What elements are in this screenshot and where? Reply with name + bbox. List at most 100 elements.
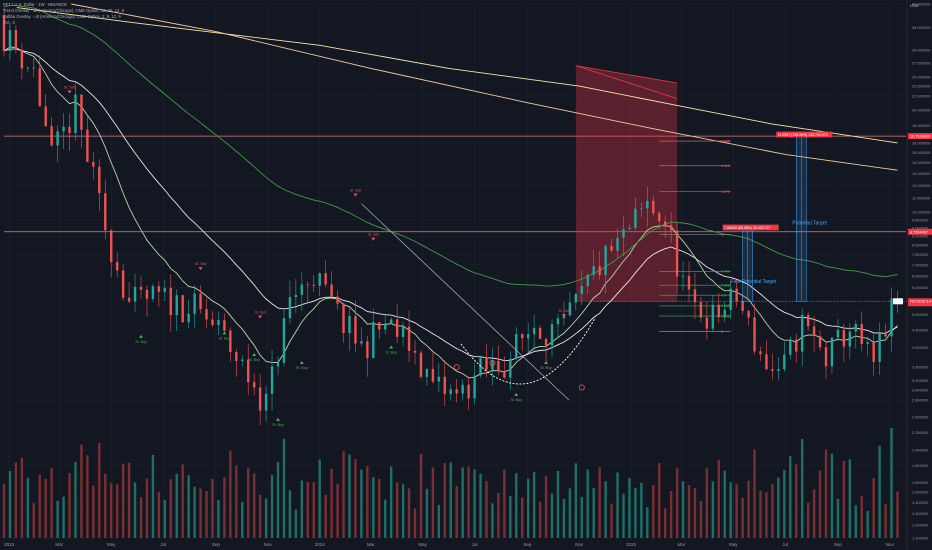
y-tick-label: 27.500000 [912,60,931,65]
x-tick-label: Sep [523,542,532,547]
volume-bar [258,494,262,538]
y-tick-label: 7.500000 [912,252,929,257]
volume-bar [461,467,464,538]
pivot-circle [453,364,460,371]
sell-signal-icon [67,90,72,94]
volume-bar [681,481,685,538]
candle-body [342,303,345,334]
candle-body [8,30,12,52]
candle-body [526,334,530,339]
volume-bar [521,497,524,538]
horizontal-level-tag [908,133,932,140]
x-tick-label: Nov [886,542,895,547]
candle-body [515,333,518,359]
candle-body [62,126,65,132]
y-tick-label: 9.500000 [912,217,929,222]
candle-body [2,15,6,52]
volume-bar [80,444,83,538]
x-tick-label: Jul [782,542,788,547]
candle-body [824,347,828,367]
volume-bar [640,482,643,538]
volume-bar [777,477,780,538]
candle-body [252,382,256,388]
volume-bar [419,453,423,538]
volume-bar [389,466,393,538]
volume-bar [532,471,536,538]
y-tick-label: 15.000000 [912,150,931,155]
volume-bar [509,495,512,538]
candle-body [163,287,167,292]
volume-bar [127,462,131,538]
candle-body [634,208,637,228]
candle-body [759,351,762,355]
indicator-legend-3: Vol · 0 [3,20,15,25]
candle-body [223,320,226,331]
descending-trendline [361,203,570,401]
volume-bar [741,497,744,538]
fib-level-label: 0.5 [721,294,726,298]
volume-bar [491,503,494,538]
candle-body [14,30,18,50]
candle-body [110,230,113,263]
volume-bar [556,470,560,538]
y-tick-label: 1.300000 [912,511,929,516]
x-tick-label: Mar [55,542,63,547]
buy-signal-label: St. Buy [248,358,260,362]
potential-target-annotation: Potential Target [792,221,827,227]
volume-bar [133,482,137,538]
y-tick-label: 7.000000 [912,262,929,267]
current-price-label: FET/USD 5.4700 [910,300,932,304]
volume-bar [485,481,488,538]
x-tick-label: Jul [160,542,166,547]
y-tick-label: 9.000000 [912,225,929,230]
candle-body [771,369,774,372]
volume-bar [276,462,280,538]
y-tick-label: 5.000000 [912,312,929,317]
x-tick-label: 2024 [315,542,326,547]
x-tick-label: Nov [575,542,584,547]
volume-bar [824,449,828,538]
volume-bar [217,499,220,538]
candle-body [765,354,768,370]
volume-bar [318,459,321,538]
volume-bar [270,475,274,538]
candle-body [366,341,369,359]
volume-bar [806,502,810,538]
y-tick-label: 1.200000 [912,523,929,528]
candle-body [777,369,780,372]
y-tick-label: 3.500000 [912,365,929,370]
y-tick-label: 10.000000 [912,210,931,215]
candle-body [74,94,77,134]
candle-body [485,357,488,370]
candle-body [681,275,685,277]
sell-signal-label: St. Sell [195,262,207,266]
volume-bar [669,491,673,538]
volume-bar [795,464,798,538]
cup-bottom-curve [460,317,596,385]
volume-bar [395,482,399,538]
buy-signal-icon [389,345,394,349]
volume-bar [878,445,881,538]
current-price-tag [908,298,932,307]
y-tick-label: 25.000000 [912,75,931,80]
candle-body [604,246,607,276]
sell-signal-label: St. Sell [254,311,266,315]
candle-body [282,318,286,363]
fib-level-label: 1.618 [721,139,729,143]
candle-body [389,319,393,324]
candle-body [151,286,155,299]
candle-body [854,323,857,332]
volume-bar [729,482,732,538]
candle-body [127,297,131,302]
candle-body [717,304,720,318]
buy-signal-icon [276,417,281,421]
target-price-tag [722,224,779,231]
volume-bar [92,485,95,538]
candle-body [592,266,595,275]
sell-signal-icon [353,193,358,197]
resistance-zone [575,65,678,302]
candle-body [735,288,738,302]
volume-bar [830,453,834,538]
volume-bar [586,469,589,538]
